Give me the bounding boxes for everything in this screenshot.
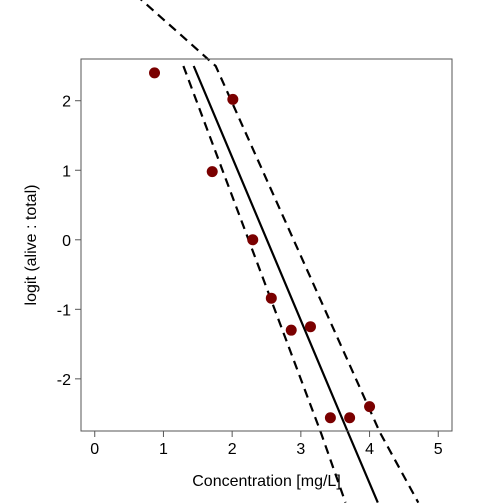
data-point — [324, 412, 336, 424]
data-point — [344, 412, 356, 424]
x-tick-label: 2 — [228, 441, 237, 458]
data-point — [364, 401, 376, 413]
data-point — [285, 324, 297, 336]
ci-lower-line — [182, 65, 347, 503]
x-tick-label: 0 — [90, 441, 99, 458]
y-axis-title: logit (alive : total) — [23, 185, 40, 306]
data-point — [149, 67, 161, 79]
x-tick-label: 3 — [296, 441, 305, 458]
y-tick-label: -1 — [57, 302, 71, 319]
data-point — [247, 234, 259, 246]
y-tick-label: 0 — [62, 233, 71, 250]
data-point — [206, 166, 218, 178]
ci-upper-line — [139, 0, 420, 504]
x-axis-title: Concentration [mg/L] — [192, 473, 341, 490]
x-axis: 0 1 2 3 4 5 — [90, 431, 443, 458]
data-points — [149, 67, 376, 424]
y-tick-label: 2 — [62, 94, 71, 111]
x-tick-label: 5 — [434, 441, 443, 458]
data-point — [304, 321, 316, 333]
fit-line — [192, 65, 379, 504]
plot-frame — [80, 58, 453, 432]
y-tick-label: 1 — [62, 163, 71, 180]
data-point — [265, 292, 277, 304]
y-tick-label: -2 — [57, 372, 71, 389]
data-point — [227, 93, 239, 105]
x-tick-label: 1 — [159, 441, 168, 458]
y-axis: -2 -1 0 1 2 — [57, 94, 81, 389]
x-tick-label: 4 — [365, 441, 374, 458]
fit-lines — [139, 0, 420, 504]
